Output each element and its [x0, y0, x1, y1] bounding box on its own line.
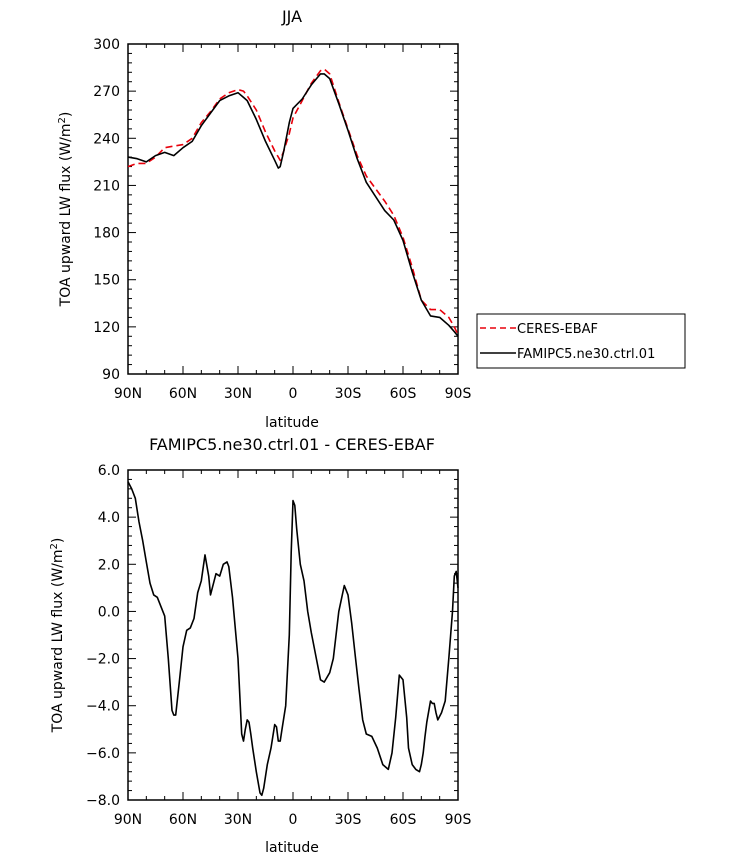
bottom-y-tick-label: −6.0 — [86, 746, 120, 762]
top-y-tick-label: 120 — [93, 320, 120, 336]
bottom-chart: FAMIPC5.ne30.ctrl.01 - CERES-EBAF 90N 60N… — [49, 435, 471, 856]
bottom-y-tick-label: 0.0 — [98, 604, 120, 620]
top-series-line-2 — [127, 73, 459, 337]
legend: CERES-EBAF FAMIPC5.ne30.ctrl.01 — [476, 313, 686, 369]
top-y-tick-label: 180 — [93, 226, 120, 242]
top-y-ticks: 90 120 150 180 210 240 270 300 — [93, 37, 458, 383]
top-chart: JJA 90N 60N 30N 0 30S 60S 90S 90 120 150 180 210 24… — [57, 7, 686, 431]
top-x-tick-label: 30S — [335, 386, 362, 402]
bottom-x-tick-label: 90N — [114, 812, 142, 828]
top-y-tick-label: 300 — [93, 37, 120, 53]
bottom-y-tick-label: 6.0 — [98, 463, 120, 479]
bottom-series-group — [127, 481, 459, 797]
bottom-x-ticks: 90N 60N 30N 0 30S 60S 90S — [114, 470, 472, 828]
bottom-x-axis-label: latitude — [265, 840, 319, 856]
top-y-tick-label: 210 — [93, 178, 120, 194]
top-y-tick-label: 150 — [93, 273, 120, 289]
top-x-tick-label: 60S — [390, 386, 417, 402]
top-x-tick-label: 90S — [445, 386, 472, 402]
legend-label-model: FAMIPC5.ne30.ctrl.01 — [517, 347, 655, 362]
bottom-y-tick-label: 4.0 — [98, 510, 120, 526]
top-x-tick-label: 0 — [289, 386, 298, 402]
bottom-chart-title: FAMIPC5.ne30.ctrl.01 - CERES-EBAF — [149, 435, 435, 454]
bottom-y-tick-label: −8.0 — [86, 793, 120, 809]
legend-box — [476, 313, 686, 369]
bottom-y-ticks: −8.0 −6.0 −4.0 −2.0 0.0 2.0 4.0 6.0 — [86, 463, 458, 809]
top-y-tick-label: 90 — [102, 367, 120, 383]
top-series-line-1 — [127, 68, 459, 336]
bottom-y-tick-label: −4.0 — [86, 699, 120, 715]
top-y-tick-label: 270 — [93, 84, 120, 100]
top-x-axis-label: latitude — [265, 415, 319, 431]
top-chart-title: JJA — [281, 7, 302, 26]
legend-label-ceres: CERES-EBAF — [517, 322, 598, 337]
top-y-axis-label: TOA upward LW flux (W/m2) — [57, 112, 74, 308]
bottom-x-tick-label: 90S — [445, 812, 472, 828]
bottom-x-tick-label: 30N — [224, 812, 252, 828]
bottom-y-axis-label: TOA upward LW flux (W/m2) — [49, 538, 66, 734]
top-plot-frame — [127, 43, 459, 375]
bottom-x-tick-label: 60S — [390, 812, 417, 828]
bottom-x-tick-label: 60N — [169, 812, 197, 828]
bottom-x-tick-label: 0 — [289, 812, 298, 828]
bottom-y-tick-label: −2.0 — [86, 652, 120, 668]
bottom-x-tick-label: 30S — [335, 812, 362, 828]
top-y-tick-label: 240 — [93, 131, 120, 147]
bottom-series-line-1 — [127, 481, 459, 797]
top-x-tick-label: 30N — [224, 386, 252, 402]
bottom-y-tick-label: 2.0 — [98, 557, 120, 573]
top-x-tick-label: 60N — [169, 386, 197, 402]
top-x-tick-label: 90N — [114, 386, 142, 402]
top-x-ticks: 90N 60N 30N 0 30S 60S 90S — [114, 44, 472, 402]
top-series-group — [127, 68, 459, 337]
